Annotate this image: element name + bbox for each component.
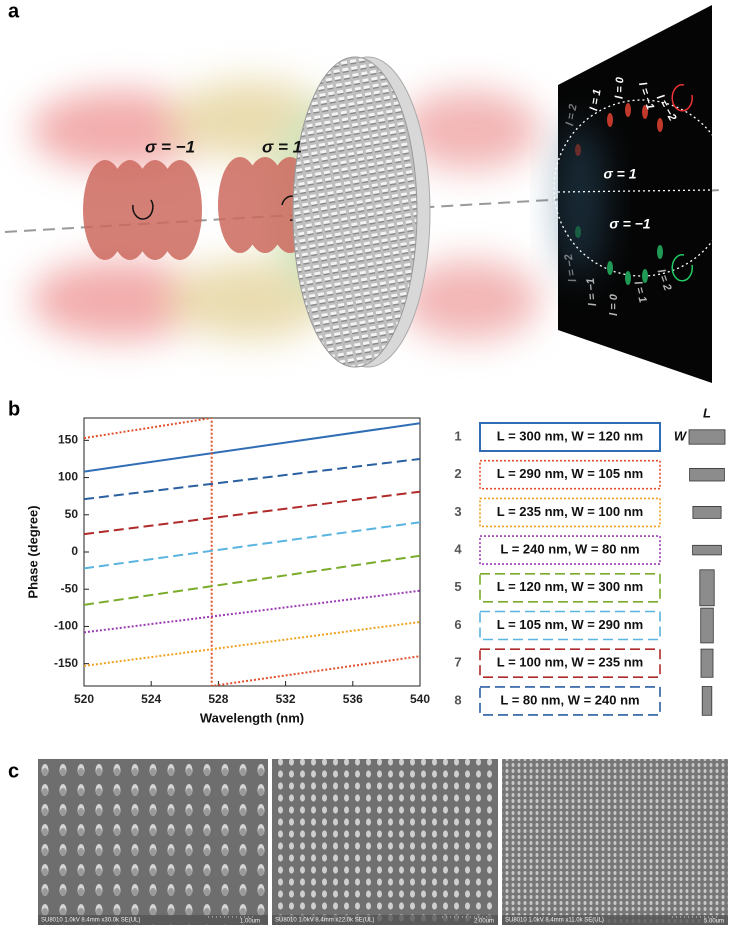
x-tick-label: 532 [276, 692, 296, 706]
legend-entry: L = 290 nm, W = 105 nm [497, 466, 643, 481]
nanopillar-icon [688, 429, 726, 445]
red-petals [575, 103, 663, 156]
legend-box [479, 422, 661, 452]
legend-number: 4 [454, 542, 462, 557]
sem-info-bar [272, 915, 498, 925]
y-tick-label: 150 [58, 433, 78, 447]
polarization-icon [671, 254, 693, 282]
legend-entry: L = 100 nm, W = 235 nm [497, 655, 643, 670]
plot-frame [83, 417, 421, 687]
legend-box [479, 535, 661, 565]
x-tick-label: 524 [141, 692, 161, 706]
sem-scale: 5.00um [704, 919, 724, 925]
series-line [84, 422, 420, 473]
y-tick-label: -100 [54, 619, 78, 633]
icon-axis-label: L [703, 405, 711, 420]
series-line [84, 418, 420, 686]
mode-label: l = −1 [585, 277, 599, 306]
x-tick-label: 536 [343, 692, 363, 706]
legend-entry: L = 235 nm, W = 100 nm [497, 504, 643, 519]
mode-label: l = 2 [564, 103, 580, 126]
legend-box [479, 648, 661, 679]
y-tick-label: -50 [61, 581, 79, 595]
y-tick-label: 0 [71, 544, 78, 558]
screen-divider [557, 189, 713, 193]
sem-image [38, 759, 268, 925]
legend-entry: L = 105 nm, W = 290 nm [497, 617, 643, 632]
nanopillar-icon [700, 607, 714, 644]
mode-label: l = −2 [563, 253, 580, 283]
sem-caption: SU8010 1.0kV 8.4mm x11.0k SE(UL) [505, 918, 604, 924]
y-tick-label: 100 [58, 470, 78, 484]
x-tick-label: 540 [410, 692, 430, 706]
y-axis-label: Phase (degree) [25, 505, 40, 598]
sem-scale: 2.00um [474, 919, 494, 925]
sem-scale: 1.00um [240, 919, 260, 925]
sem-caption: SU8010 1.0kV 8.4mm x30.0k SE(UL) [41, 918, 140, 924]
legend-number: 5 [454, 579, 461, 594]
nanopillar-icon [689, 467, 725, 482]
panel-label: c [8, 760, 19, 782]
sem-caption: SU8010 1.0kV 8.4mm x22.0k SE(UL) [275, 918, 374, 924]
legend-box [479, 572, 661, 603]
legend-number: 2 [454, 466, 461, 481]
series-line [84, 620, 420, 667]
legend-number: 7 [454, 655, 461, 670]
legend-box [479, 459, 661, 490]
y-tick-label: -150 [54, 656, 78, 670]
sem-image [502, 759, 728, 925]
nanopillar-icon [700, 648, 714, 678]
mode-label: l = 0 [614, 76, 627, 99]
nanopillar-icon [692, 544, 722, 556]
legend-number: 6 [454, 617, 461, 632]
screen-label: σ = −1 [609, 216, 650, 232]
legend-entry: L = 300 nm, W = 120 nm [497, 428, 643, 443]
sem-image [272, 759, 498, 925]
sem-info-bar [502, 915, 728, 925]
legend-box [479, 497, 661, 528]
legend-box [479, 610, 661, 641]
legend-number: 1 [454, 428, 461, 443]
mode-label: l = 0 [608, 293, 620, 316]
x-axis-label: Wavelength (nm) [200, 710, 304, 725]
metasurface [292, 56, 418, 368]
icon-axis-label: W [674, 428, 688, 443]
screen [558, 5, 712, 383]
rotation-arrow [132, 199, 154, 220]
green-petals [575, 226, 663, 285]
panel-label: a [8, 0, 20, 22]
mode-label: l = 1 [631, 280, 648, 304]
series-line [84, 554, 420, 606]
legend-entry: L = 240 nm, W = 80 nm [500, 542, 639, 557]
mode-label: l = 1 [588, 88, 604, 111]
panel-label: b [8, 398, 20, 420]
series-line [84, 589, 420, 634]
series-line [84, 490, 420, 536]
x-tick-label: 520 [74, 692, 94, 706]
sem-info-bar [38, 915, 268, 925]
series-line [84, 521, 420, 570]
panel-a [4, 5, 729, 383]
legend-number: 3 [454, 504, 461, 519]
screen-label: σ = 1 [603, 166, 636, 182]
series-line [84, 457, 420, 501]
legend-entry: L = 80 nm, W = 240 nm [500, 692, 639, 707]
y-tick-label: 50 [65, 507, 79, 521]
mode-ring [553, 99, 729, 277]
beam-label: σ = −1 [145, 137, 195, 156]
legend-box [479, 686, 661, 716]
legend-entry: L = 120 nm, W = 300 nm [497, 579, 643, 594]
beam-label: σ = 1 [262, 137, 302, 156]
x-tick-label: 528 [208, 692, 228, 706]
legend-number: 8 [454, 692, 461, 707]
nanopillar-icon [699, 569, 715, 607]
nanopillar-icon [701, 686, 713, 716]
nanopillar-icon [692, 505, 722, 519]
polarization-icon [671, 84, 693, 112]
